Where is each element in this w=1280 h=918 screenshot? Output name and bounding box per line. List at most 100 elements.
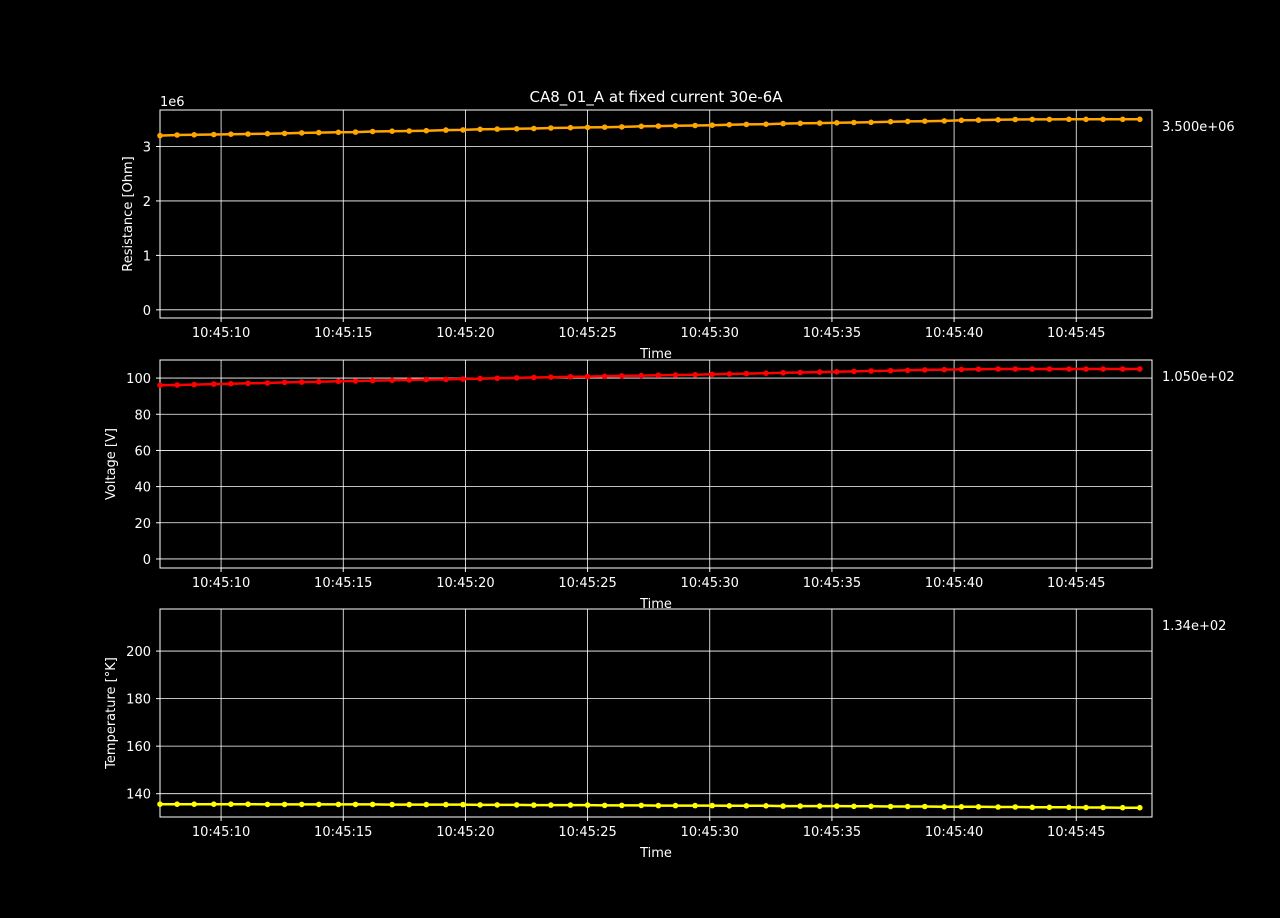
data-point: [584, 373, 591, 380]
data-point: [763, 121, 769, 127]
data-point: [904, 803, 911, 810]
data-point: [335, 801, 342, 808]
data-point: [1083, 366, 1089, 372]
data-point: [316, 378, 322, 385]
data-point: [1012, 116, 1018, 123]
data-point: [494, 375, 501, 382]
data-point: [389, 128, 395, 134]
data-point: [228, 380, 234, 387]
data-point: [922, 118, 928, 124]
y-tick-label: 0: [143, 304, 151, 319]
axes-frame: [159, 109, 1153, 319]
chart-panel-1: 10:45:10 10:45:15 10:45:20 10:45:25 10:45:30…: [121, 95, 1235, 362]
data-point: [264, 801, 271, 808]
data-point: [281, 130, 288, 137]
data-point: [281, 379, 288, 386]
data-point: [1012, 366, 1018, 372]
data-point: [584, 802, 591, 808]
data-point: [1100, 116, 1106, 123]
data-point: [477, 375, 483, 382]
data-point: [157, 382, 163, 389]
y-axis-label: Voltage [V]: [104, 428, 119, 500]
x-tick-label: 10:45:30: [681, 825, 739, 840]
data-point: [1046, 116, 1053, 123]
data-point: [1137, 116, 1143, 123]
x-tick-label: 10:45:15: [314, 576, 372, 591]
data-point: [834, 120, 840, 126]
data-point: [423, 801, 430, 808]
data-point: [1119, 366, 1126, 372]
axes-frame: [159, 608, 1153, 818]
data-point: [443, 801, 449, 808]
data-point: [352, 378, 359, 384]
x-tick-label: 10:45:30: [681, 576, 739, 591]
data-point: [352, 801, 359, 808]
data-point: [1083, 116, 1089, 123]
data-point: [513, 802, 520, 808]
x-tick-label: 10:45:10: [192, 576, 250, 591]
data-point: [1066, 804, 1072, 811]
x-tick-label: 10:45:45: [1047, 825, 1105, 840]
data-point: [460, 376, 466, 382]
data-point: [494, 802, 501, 808]
data-point: [460, 801, 466, 808]
data-point: [1137, 804, 1143, 811]
data-point: [941, 366, 948, 373]
data-point: [1012, 804, 1018, 810]
data-point: [1066, 116, 1072, 123]
x-tick-label: 10:45:35: [803, 825, 861, 840]
data-point: [975, 117, 982, 123]
data-point: [245, 380, 251, 387]
data-point: [191, 132, 197, 138]
y-tick-label: 80: [134, 408, 151, 423]
data-point: [406, 128, 413, 134]
data-point: [298, 801, 305, 808]
y-tick-label: 140: [126, 788, 151, 803]
data-point: [423, 127, 430, 134]
data-point: [619, 802, 625, 809]
data-point: [816, 120, 823, 126]
data-point: [369, 801, 376, 808]
data-point: [548, 802, 554, 808]
data-point: [1119, 804, 1126, 811]
data-point: [834, 803, 840, 809]
data-point: [1029, 366, 1036, 372]
data-point: [245, 131, 251, 137]
data-point: [922, 803, 928, 810]
data-point: [1083, 804, 1089, 811]
data-point: [316, 129, 322, 136]
x-axis-label: Time: [639, 597, 672, 612]
data-point: [1029, 116, 1036, 123]
last-value-label: 1.050e+02: [1162, 370, 1235, 385]
data-point: [369, 377, 376, 384]
data-point: [389, 801, 395, 808]
data-point: [423, 376, 430, 383]
last-value-label: 1.34e+02: [1162, 619, 1226, 634]
series-line: [159, 367, 1140, 387]
data-point: [228, 801, 234, 807]
data-point: [887, 367, 894, 374]
x-tick-label: 10:45:20: [436, 825, 494, 840]
data-point: [975, 366, 982, 373]
data-point: [567, 802, 574, 808]
x-tick-label: 10:45:30: [681, 326, 739, 341]
data-point: [851, 803, 857, 810]
data-point: [228, 131, 234, 137]
data-point: [655, 802, 662, 809]
data-point: [692, 802, 698, 809]
data-point: [477, 802, 483, 808]
data-point: [567, 124, 574, 131]
data-point: [477, 126, 483, 133]
data-point: [211, 381, 217, 387]
data-point: [211, 801, 217, 807]
data-point: [868, 368, 874, 374]
data-point: [995, 117, 1001, 123]
x-tick-label: 10:45:35: [803, 576, 861, 591]
data-point: [743, 370, 750, 377]
data-point: [692, 371, 698, 378]
data-point: [619, 124, 625, 130]
data-point: [816, 369, 823, 375]
data-point: [958, 804, 965, 810]
y-tick-label: 1: [143, 249, 151, 264]
y-tick-label: 180: [126, 693, 151, 708]
